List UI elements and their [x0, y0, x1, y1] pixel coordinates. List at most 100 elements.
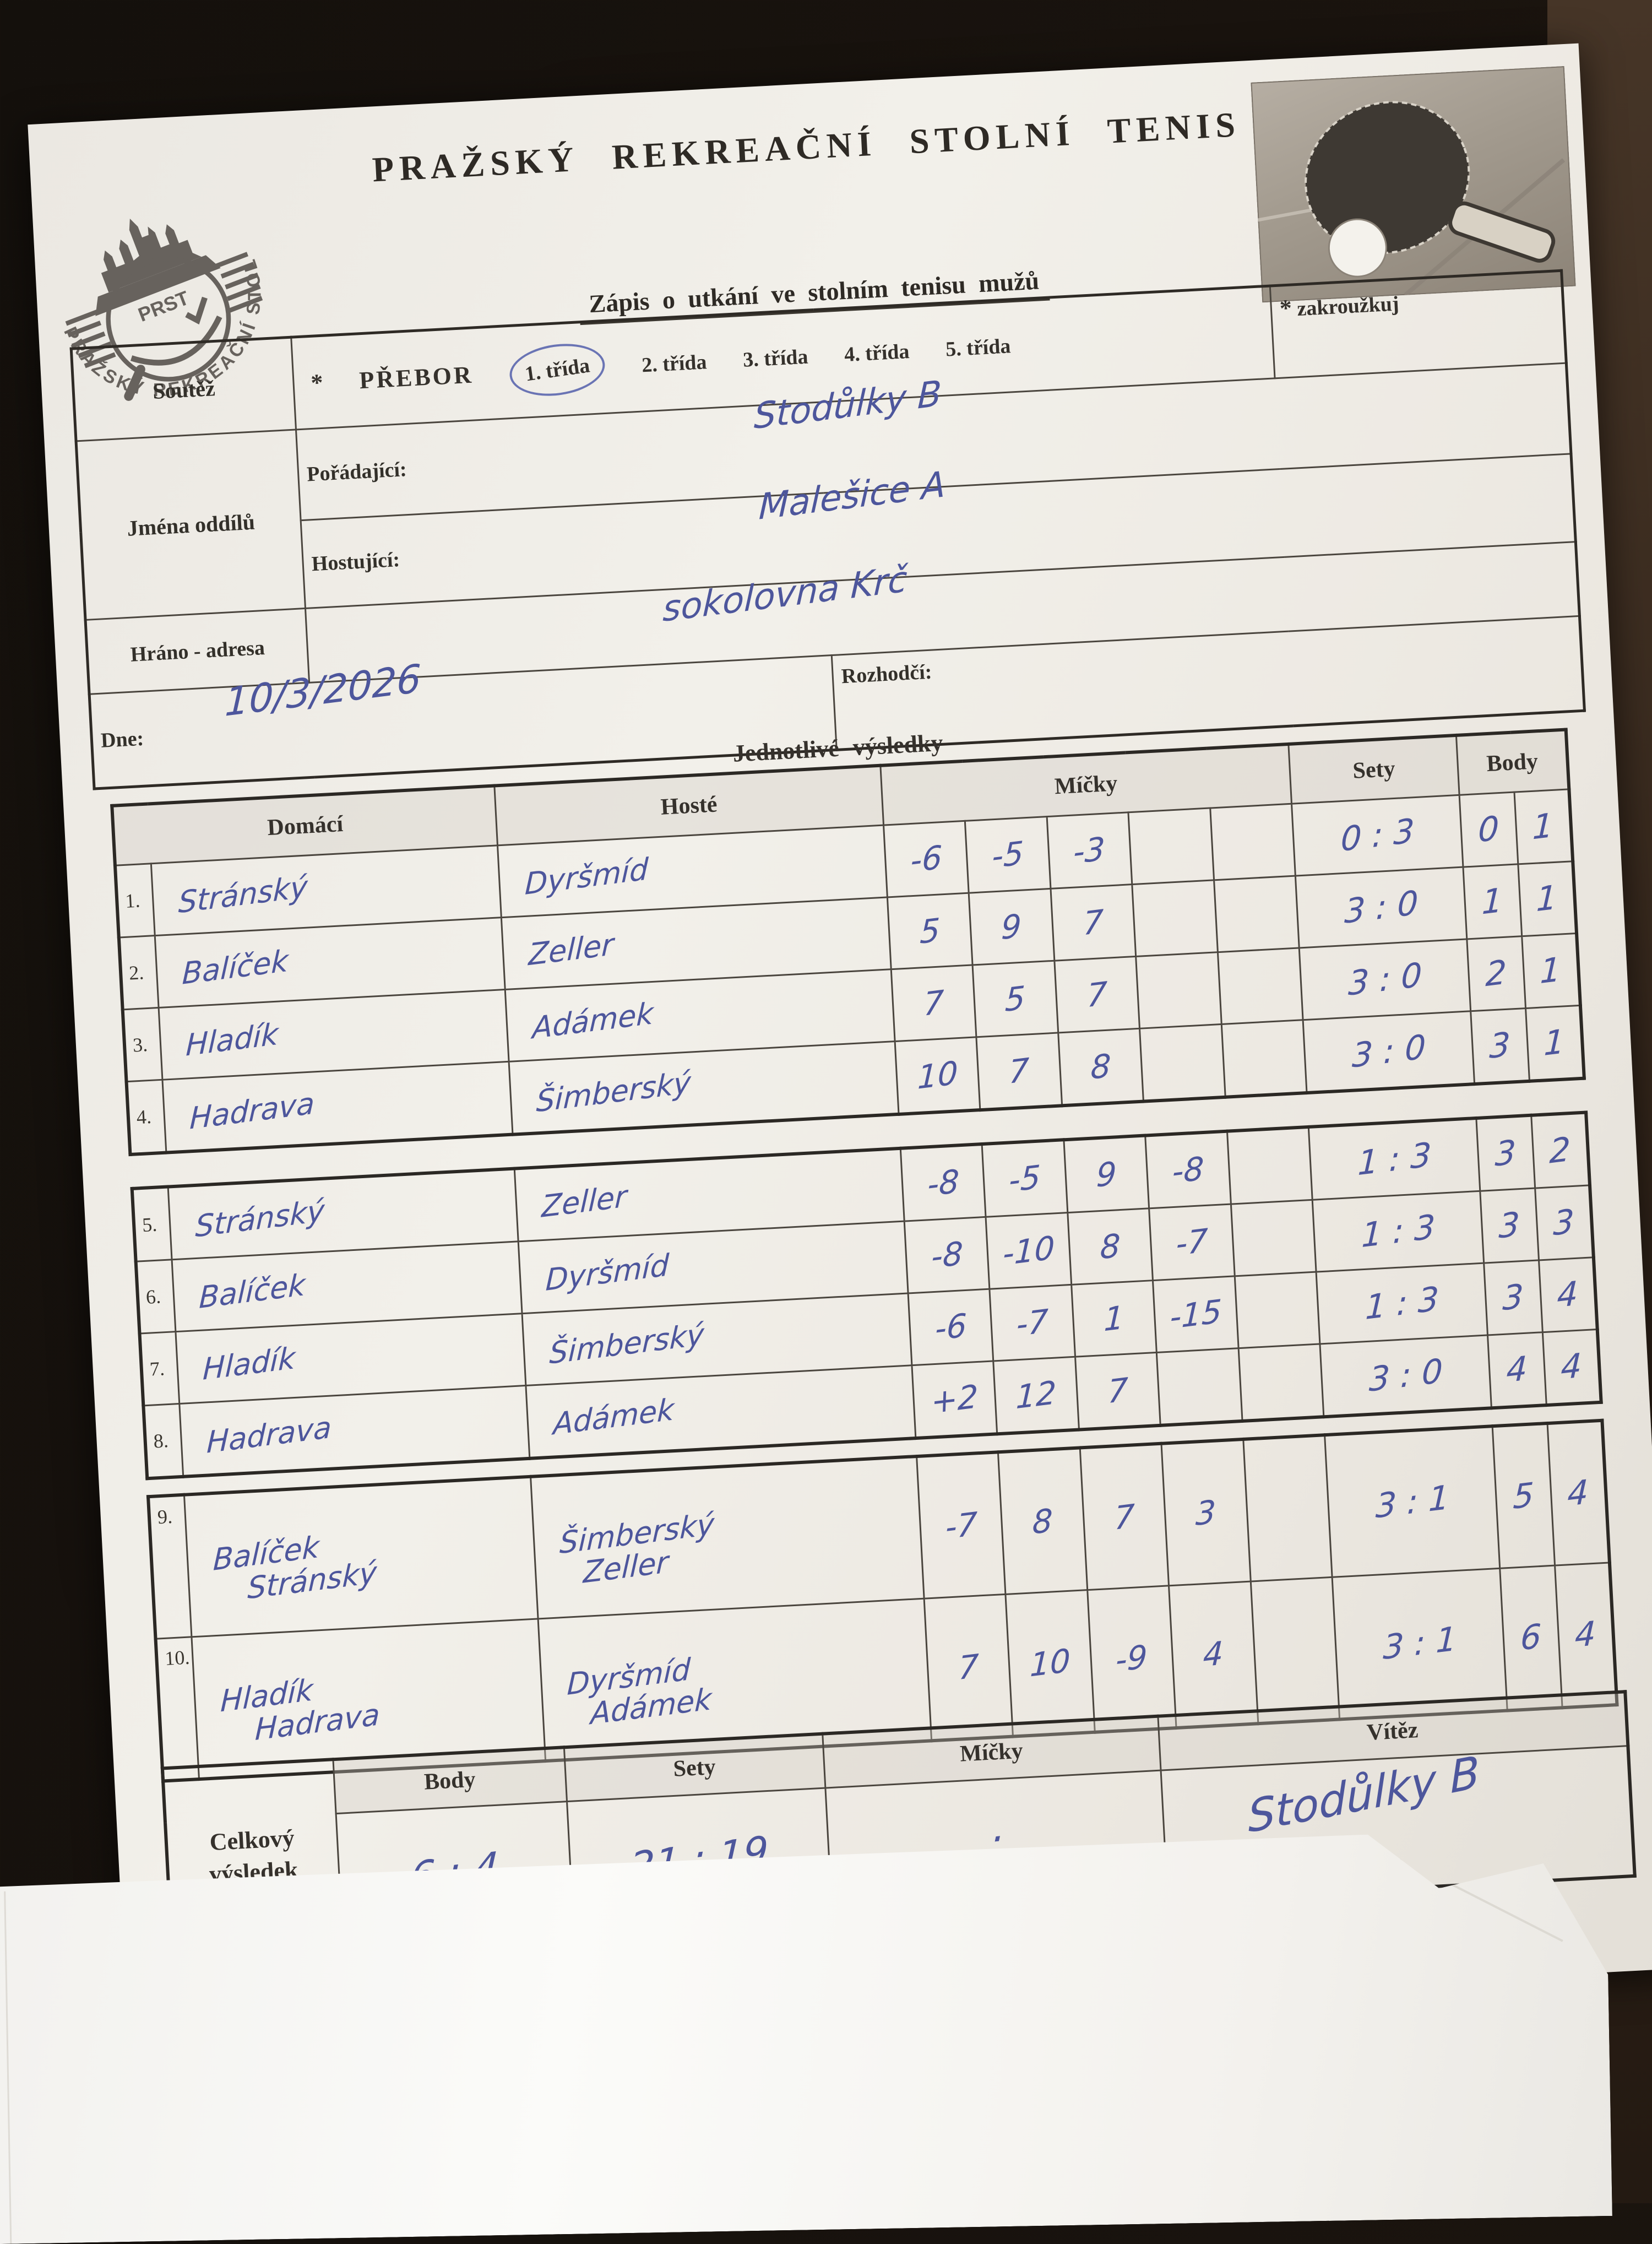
results-table-1: Domácí Hosté Míčky Sety Body 1. Stránský…	[110, 728, 1586, 1157]
zakrouzkuj-text: zakroužkuj	[1296, 292, 1400, 321]
set-score: -6	[934, 1306, 968, 1348]
sets-result: 3 : 0	[1351, 1027, 1426, 1076]
set-score: -7	[1175, 1221, 1209, 1263]
points-home: 3	[1488, 1025, 1512, 1066]
sets-result: 3 : 1	[1382, 1619, 1458, 1667]
match-number: 2.	[118, 935, 159, 1010]
points-away: 1	[1539, 950, 1562, 991]
set-score: 8	[1099, 1226, 1121, 1267]
col-header-body: Body	[1456, 729, 1569, 795]
points-home: 3	[1502, 1276, 1525, 1319]
set-score: 10	[916, 1053, 959, 1097]
set-score: 8	[1090, 1046, 1112, 1087]
set-score: -6	[909, 838, 943, 880]
points-away: 2	[1548, 1129, 1572, 1172]
scoresheet-paper: PRST PRAŽSKÝ REKREAČNÍ STOLNÍ TENIS PRAŽ…	[0, 43, 1652, 2050]
sets-result: 3 : 0	[1344, 883, 1419, 931]
stamp-handle	[124, 365, 145, 401]
home-player-handwritten: Balíček	[198, 1267, 306, 1315]
home-player-handwritten: Balíček	[181, 943, 289, 991]
home-player-handwritten: Hadrava	[205, 1409, 332, 1460]
set-score: -8	[1171, 1149, 1205, 1191]
points-away: 3	[1552, 1201, 1575, 1244]
match-number: 8.	[143, 1403, 183, 1479]
set-score: 9	[1095, 1154, 1117, 1195]
ball-icon	[1328, 218, 1387, 278]
paddle-photo	[1251, 66, 1576, 303]
dne-label: Dne:	[100, 727, 145, 752]
sets-result: 1 : 3	[1360, 1207, 1436, 1255]
away-player-handwritten: Adámek	[531, 995, 654, 1046]
paddle-illustration	[1257, 101, 1566, 297]
away-player-handwritten: Šimberský	[548, 1316, 705, 1371]
points-home: 2	[1485, 952, 1508, 994]
sets-result: 3 : 0	[1347, 955, 1423, 1004]
points-away: 4	[1556, 1273, 1579, 1315]
home-player-handwritten: Hladík	[202, 1340, 296, 1387]
set-score: 12	[1015, 1373, 1057, 1416]
points-home: 4	[1506, 1348, 1529, 1390]
points-away: 1	[1535, 877, 1558, 919]
set-score: 5	[919, 910, 941, 951]
hostujici-label: Hostující:	[311, 548, 401, 576]
soutez-label: Soutěž	[71, 337, 296, 441]
stamp-checkmark-icon	[185, 296, 208, 325]
sets-result: 1 : 3	[1357, 1135, 1432, 1183]
match-number: 5.	[132, 1186, 172, 1262]
set-score: -15	[1169, 1292, 1222, 1336]
jmena-oddilu-label: Jména oddílů	[76, 429, 306, 620]
points-home: 6	[1520, 1616, 1542, 1658]
set-score: -5	[1008, 1157, 1041, 1200]
stamp-hatch-lines	[65, 252, 263, 368]
set-score: 8	[1032, 1501, 1054, 1542]
set-score: -9	[1115, 1637, 1149, 1679]
points-away: 4	[1567, 1472, 1589, 1514]
paddle-face	[1306, 102, 1469, 253]
away-player-handwritten: Dyršmíd	[545, 1247, 670, 1298]
away-player-handwritten: Zeller	[528, 926, 615, 973]
away-player-handwritten: Adámek	[552, 1391, 675, 1442]
set-score: -7	[1015, 1302, 1049, 1344]
sets-result: 1 : 3	[1364, 1279, 1440, 1327]
match-number: 4.	[126, 1080, 166, 1155]
set-score: -7	[944, 1504, 978, 1547]
match-number: 7.	[139, 1331, 180, 1406]
set-score: 7	[1107, 1370, 1129, 1411]
points-away: 1	[1543, 1022, 1566, 1064]
points-home: 3	[1495, 1132, 1517, 1174]
home-player-handwritten: Hadrava	[188, 1085, 315, 1136]
envelope-overlay	[0, 1830, 1652, 2244]
set-score: 7	[1008, 1050, 1030, 1091]
set-score: 7	[1082, 902, 1104, 943]
stamp-face-circle	[106, 256, 231, 382]
sets-result: 3 : 1	[1374, 1477, 1450, 1526]
away-player-handwritten: Dyršmíd	[524, 851, 649, 902]
match-number: 1.	[115, 863, 155, 938]
rozhodci-label: Rozhodčí:	[840, 660, 933, 689]
sets-result: 3 : 0	[1368, 1351, 1443, 1400]
points-away: 1	[1532, 805, 1555, 848]
set-score: -10	[1002, 1228, 1056, 1273]
set-score: 4	[1203, 1634, 1225, 1674]
class-option-4: 4. třída	[844, 339, 910, 367]
home-player-handwritten: Hladík	[184, 1016, 279, 1063]
points-home: 3	[1498, 1204, 1521, 1246]
asterisk: *	[310, 368, 324, 397]
points-home: 1	[1481, 880, 1504, 923]
class-option-1-circled: 1. třída	[506, 338, 609, 402]
points-home: 5	[1512, 1475, 1535, 1517]
points-home: 0	[1477, 808, 1500, 850]
set-score: 7	[1086, 974, 1108, 1015]
set-score: -8	[930, 1234, 964, 1276]
zakrouzkuj-note: * zakroužkuj	[1270, 270, 1567, 378]
competition-name: PŘEBOR	[358, 360, 474, 394]
class-option-3: 3. třída	[742, 345, 809, 372]
sets-result: 0 : 3	[1340, 811, 1415, 859]
set-score: 5	[1004, 978, 1026, 1019]
set-score: -5	[991, 833, 1024, 876]
away-player-handwritten: Šimberský	[535, 1064, 692, 1119]
match-number: 6.	[135, 1259, 176, 1334]
class-option-5: 5. třída	[945, 334, 1012, 361]
paddle-handle	[1448, 201, 1556, 263]
